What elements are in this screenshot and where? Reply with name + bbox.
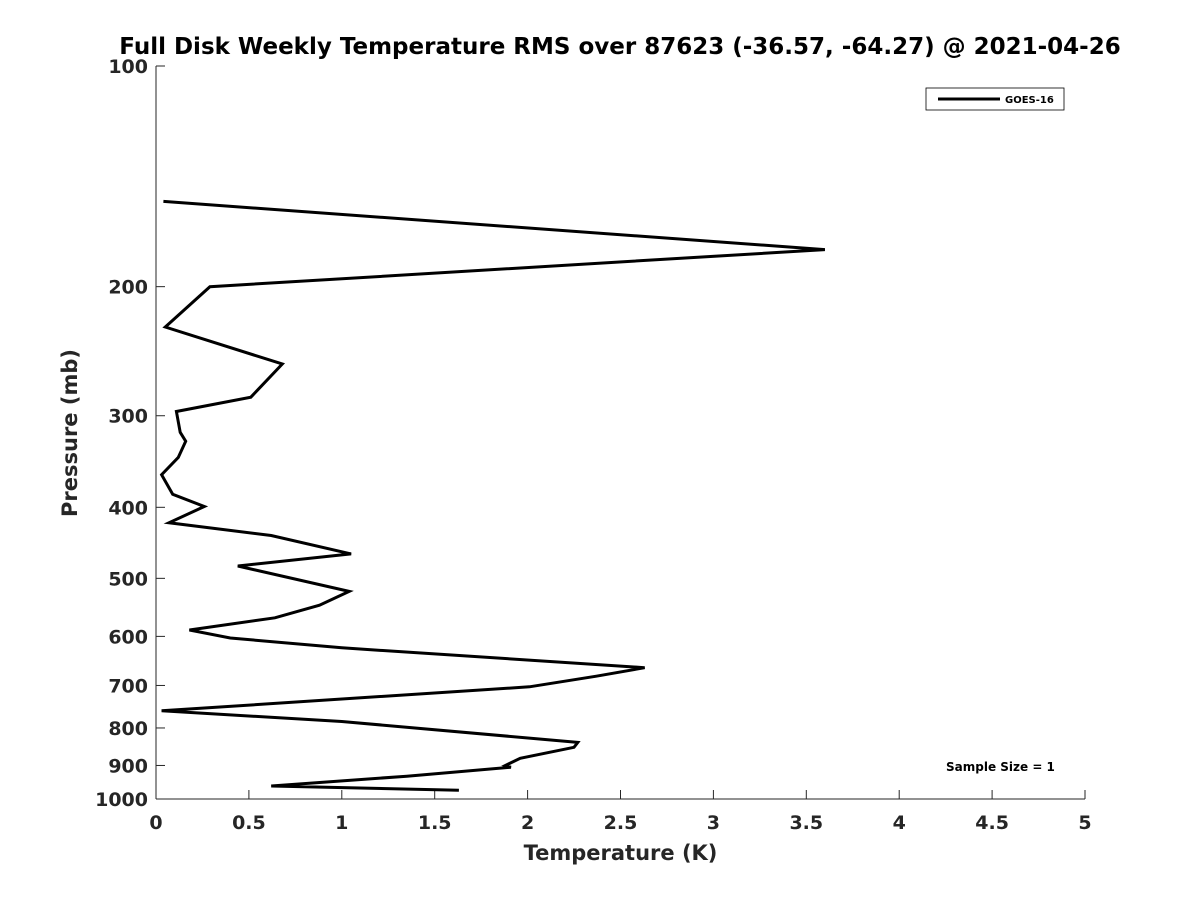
legend: GOES-16 (925, 87, 1065, 111)
y-tick-label: 800 (108, 718, 148, 740)
y-tick-label: 500 (108, 568, 148, 590)
x-tick-label: 1.5 (418, 812, 452, 834)
x-tick-label: 4 (893, 812, 906, 834)
x-axis-label: Temperature (K) (524, 841, 718, 865)
x-tick-label: 3 (707, 812, 720, 834)
series-layer (159, 199, 826, 792)
y-tick-label: 100 (108, 56, 148, 78)
y-tick-label: 700 (108, 675, 148, 697)
y-tick-label: 400 (108, 497, 148, 519)
y-axis-label: Pressure (mb) (58, 349, 82, 517)
y-tick-label: 900 (108, 755, 148, 777)
chart-title: Full Disk Weekly Temperature RMS over 87… (119, 34, 1121, 60)
legend-label-goes-16: GOES-16 (1005, 95, 1054, 106)
x-tick-label: 1 (335, 812, 348, 834)
y-tick-label: 600 (108, 626, 148, 648)
y-ticks: 100 200 300 400 500 600 700 800 900 1000 (95, 56, 165, 811)
x-tick-label: 4.5 (975, 812, 1009, 834)
x-tick-label: 0 (149, 812, 162, 834)
sample-size-annotation: Sample Size = 1 (946, 760, 1055, 774)
x-tick-label: 5 (1078, 812, 1091, 834)
y-tick-label: 300 (108, 406, 148, 428)
x-tick-label: 2 (521, 812, 534, 834)
series-line-goes-16 (159, 199, 826, 792)
y-tick-label: 200 (108, 277, 148, 299)
y-tick-label: 1000 (95, 789, 148, 811)
x-tick-label: 2.5 (604, 812, 638, 834)
x-tick-label: 3.5 (789, 812, 823, 834)
x-tick-label: 0.5 (232, 812, 266, 834)
x-ticks: 0 0.5 1 1.5 2 2.5 3 3.5 4 4.5 5 (149, 790, 1092, 834)
